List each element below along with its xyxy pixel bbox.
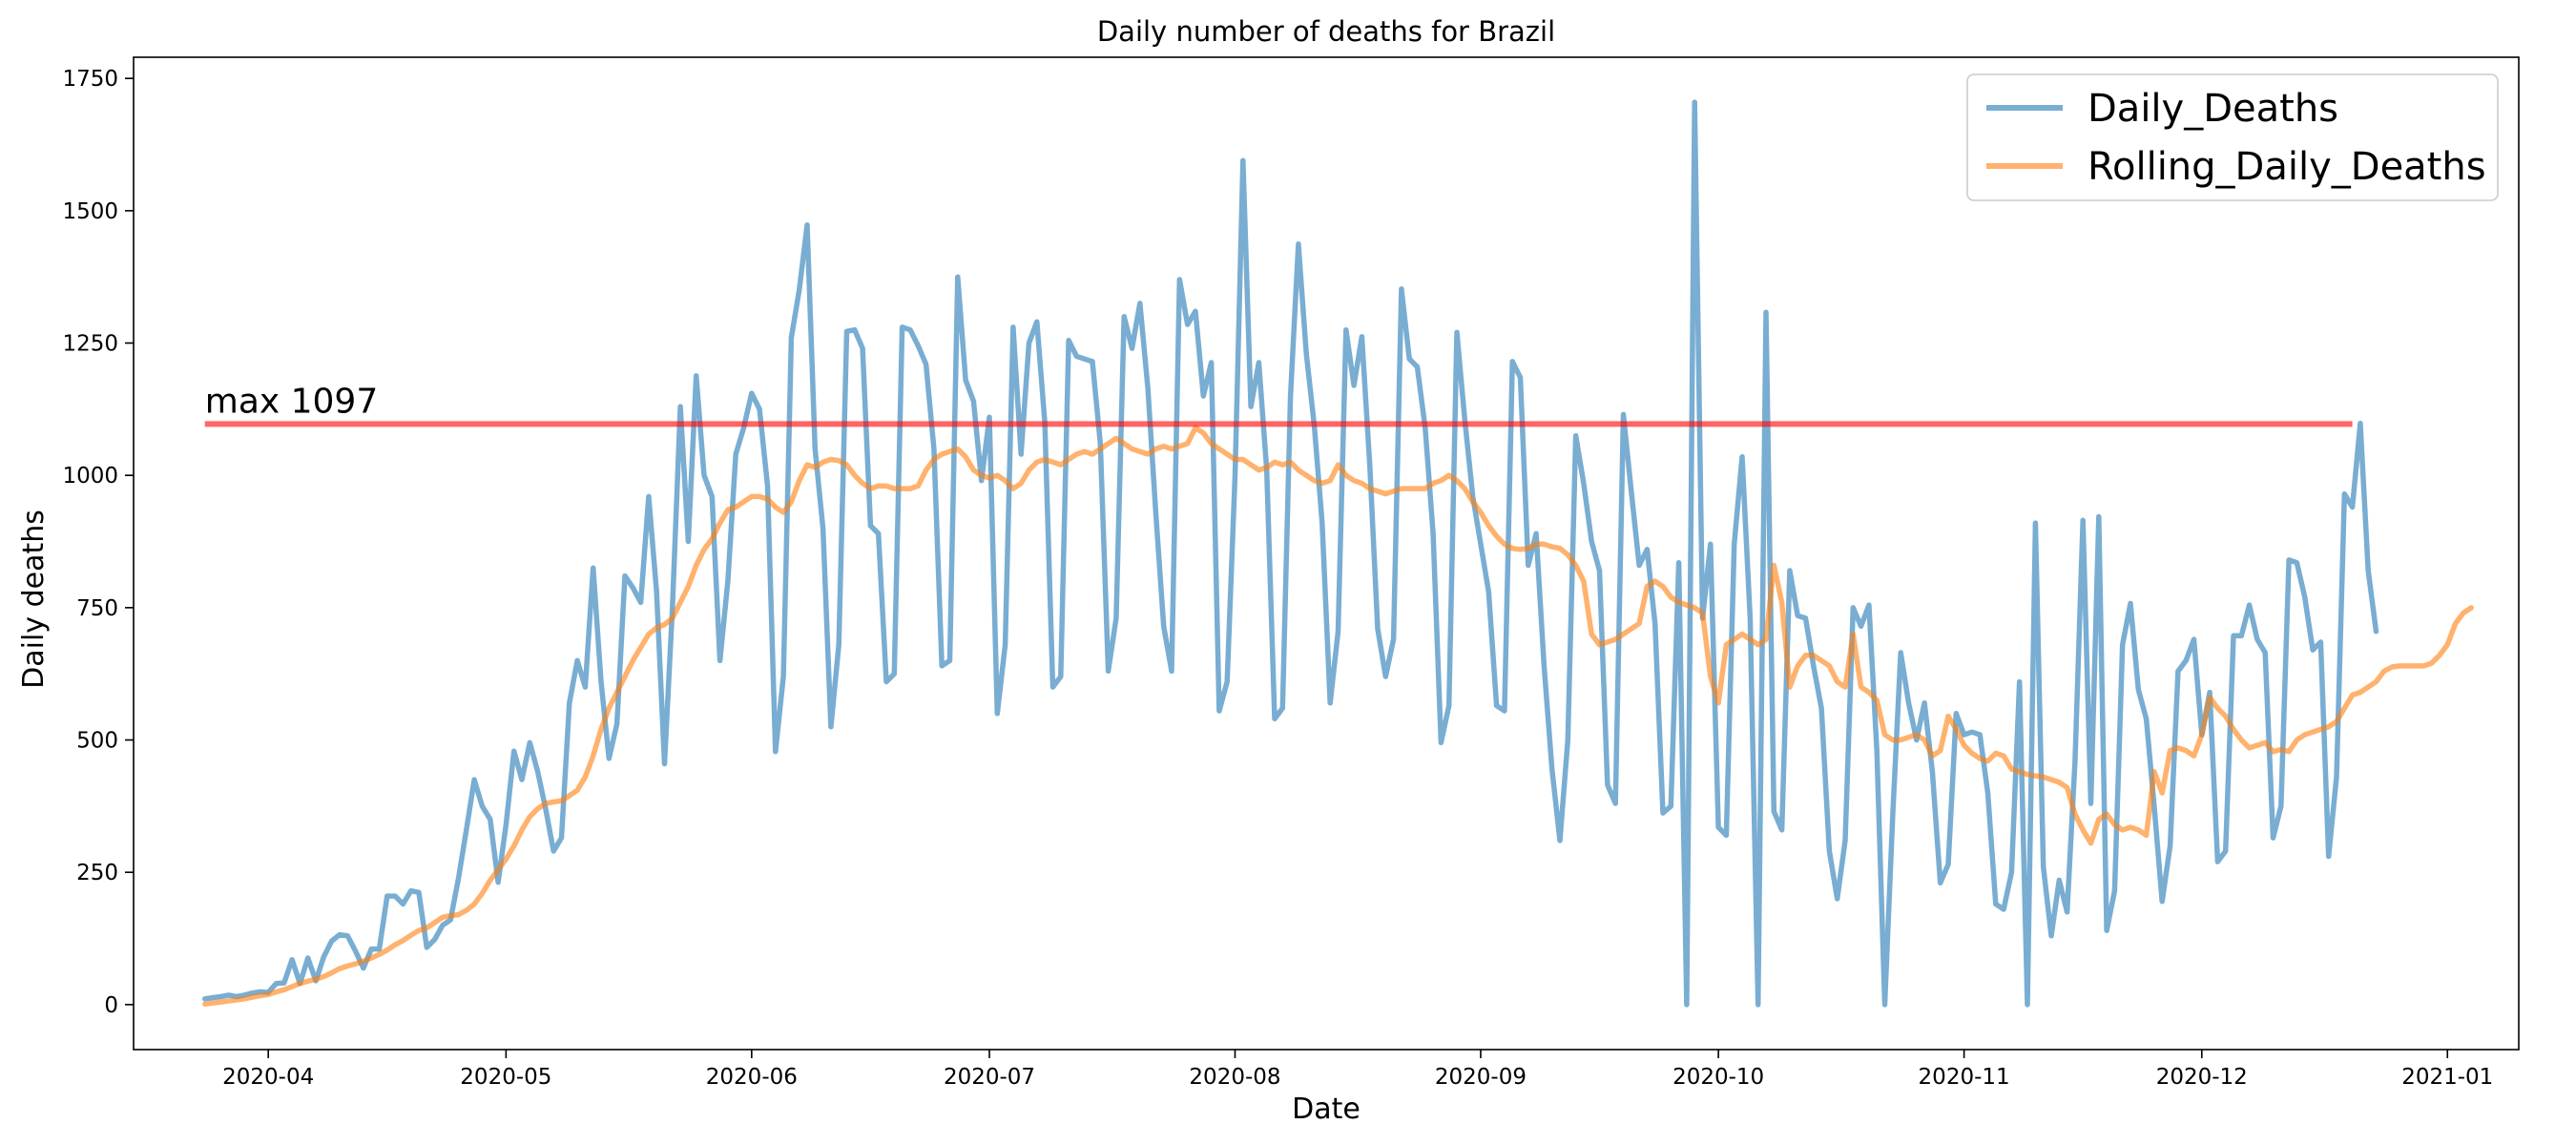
legend-label: Rolling_Daily_Deaths: [2088, 145, 2486, 189]
max-annotation: max 1097: [205, 382, 379, 421]
y-tick-label: 1000: [62, 464, 118, 489]
legend-box: [1966, 73, 2499, 201]
y-tick-label: 1750: [62, 67, 118, 92]
legend-label: Daily_Deaths: [2088, 87, 2338, 131]
y-tick-label: 0: [104, 993, 118, 1018]
x-tick-label: 2020-09: [1435, 1065, 1527, 1090]
legend: Daily_Deaths Rolling_Daily_Deaths: [1966, 73, 2499, 201]
y-axis-title: Daily deaths: [17, 510, 51, 689]
x-tick-label: 2021-01: [2401, 1065, 2493, 1090]
x-tick-label: 2020-06: [706, 1065, 798, 1090]
x-tick-label: 2020-08: [1189, 1065, 1280, 1090]
x-axis-title: Date: [1292, 1093, 1361, 1126]
series-line-daily-deaths: [202, 99, 2379, 1008]
axes-frame: [133, 56, 2520, 1051]
y-tick-label: 1250: [62, 332, 118, 357]
x-tick-label: 2020-11: [1919, 1065, 2010, 1090]
x-tick-label: 2020-12: [2156, 1065, 2248, 1090]
x-tick-label: 2020-04: [222, 1065, 314, 1090]
plot-area: 2020-04 2020-05 2020-06 2020-07 2020-08 2020-…: [62, 67, 2493, 1090]
y-tick-label: 250: [76, 861, 118, 885]
x-tick-label: 2020-05: [460, 1065, 551, 1090]
chart-title: Daily number of deaths for Brazil: [1097, 15, 1555, 48]
x-tick-label: 2020-10: [1672, 1065, 1764, 1090]
y-tick-label: 500: [76, 729, 118, 754]
series-line-rolling-daily-deaths: [202, 425, 2474, 1008]
y-tick-label: 750: [76, 596, 118, 621]
x-tick-label: 2020-07: [944, 1065, 1035, 1090]
y-tick-label: 1500: [62, 199, 118, 224]
